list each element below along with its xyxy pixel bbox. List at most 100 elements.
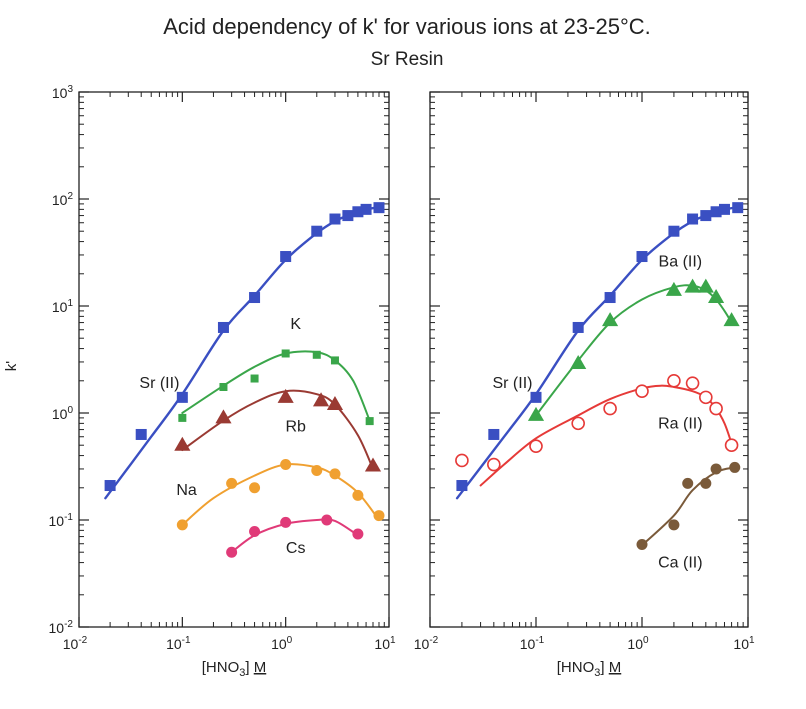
x-tick-label: 101: [374, 635, 396, 652]
data-point: [603, 401, 617, 416]
series-k: [178, 349, 374, 426]
x-axis-label: [HNO3] M: [202, 659, 266, 679]
chart-subtitle: Sr Resin: [371, 49, 444, 70]
data-point: [527, 406, 545, 421]
series-label: Ba (II): [659, 254, 703, 271]
data-point: [724, 438, 739, 453]
data-point: [312, 392, 330, 407]
data-point: [281, 349, 290, 358]
series-label: Sr (II): [492, 375, 532, 392]
x-tick-exponent: 0: [643, 635, 649, 646]
series-label: Cs: [286, 540, 306, 557]
series-sr-ii: [104, 202, 385, 500]
x-tick-exponent: 1: [749, 635, 755, 646]
x-tick-exponent: -1: [182, 635, 191, 646]
x-axis-label-unit: M: [254, 659, 267, 676]
data-point: [571, 416, 585, 431]
series-ra-ii: [455, 373, 739, 487]
data-point: [352, 528, 364, 540]
x-tick-label: 10-1: [166, 635, 191, 652]
data-point: [685, 376, 700, 390]
data-point: [699, 390, 713, 405]
x-tick-exponent: -2: [78, 635, 87, 646]
fit-curve: [535, 284, 733, 417]
data-point: [311, 225, 323, 237]
x-tick-base: 10: [374, 636, 390, 652]
x-tick-exponent: 1: [390, 635, 396, 646]
x-axis-label: [HNO3] M: [557, 659, 621, 679]
x-tick-label: 101: [733, 635, 755, 652]
y-tick-base: 10: [49, 513, 65, 529]
data-point: [729, 461, 741, 473]
x-tick-label: 10-2: [63, 635, 88, 652]
data-point: [277, 388, 294, 403]
data-point: [700, 210, 712, 222]
data-point: [217, 321, 229, 333]
y-tick-exponent: 0: [67, 405, 73, 416]
y-tick-label: 103: [52, 84, 74, 101]
plot-frame: [429, 91, 749, 628]
data-point: [330, 356, 339, 365]
data-point: [732, 202, 744, 214]
y-tick-base: 10: [52, 85, 68, 101]
x-tick-base: 10: [166, 636, 182, 652]
series-label: Na: [176, 482, 197, 499]
data-point: [604, 292, 616, 304]
x-tick-base: 10: [63, 636, 79, 652]
series-na: [176, 459, 385, 531]
data-point: [682, 477, 694, 489]
data-point: [226, 477, 238, 489]
data-point: [280, 516, 292, 528]
data-point: [249, 526, 261, 538]
data-point: [668, 225, 680, 237]
y-tick-label: 10-1: [49, 512, 74, 529]
data-point: [311, 465, 323, 477]
data-point: [636, 539, 648, 551]
y-tick-base: 10: [52, 299, 68, 315]
x-tick-base: 10: [414, 636, 430, 652]
data-point: [176, 519, 188, 531]
y-tick-exponent: 2: [67, 191, 73, 202]
data-point: [215, 409, 232, 424]
x-tick-base: 10: [271, 636, 287, 652]
x-tick-base: 10: [520, 636, 536, 652]
series-rb: [174, 388, 382, 472]
series-label: Ra (II): [658, 415, 702, 432]
data-point: [635, 384, 649, 398]
data-point: [280, 251, 292, 263]
data-point: [373, 510, 385, 522]
data-point: [455, 453, 469, 468]
series-ca-ii: [636, 461, 741, 551]
data-point: [530, 391, 542, 403]
x-tick-exponent: 0: [287, 635, 293, 646]
y-tick-exponent: 3: [67, 84, 73, 95]
data-point: [104, 480, 116, 492]
y-tick-base: 10: [52, 192, 68, 208]
data-point: [352, 206, 364, 218]
data-point: [326, 396, 344, 411]
data-point: [352, 489, 364, 501]
data-point: [178, 413, 187, 422]
data-point: [219, 382, 228, 391]
data-point: [665, 281, 682, 296]
x-axis-label-unit: M: [609, 659, 622, 676]
data-point: [373, 202, 385, 214]
y-tick-exponent: -1: [64, 512, 73, 523]
data-point: [687, 213, 699, 225]
data-point: [572, 321, 584, 333]
series-cs: [226, 514, 364, 558]
x-tick-label: 10-2: [414, 635, 439, 652]
data-point: [529, 439, 543, 453]
data-point: [710, 206, 722, 218]
series-sr-ii: [455, 202, 744, 500]
data-point: [488, 428, 500, 440]
x-axis-label-subscript: 3: [239, 667, 245, 679]
data-point: [135, 428, 147, 440]
x-axis-label-suffix: ]: [600, 659, 608, 676]
panel-2: 10-2 10-1 100 101[HNO3] MBa (II)Sr (II)Ra (…: [414, 91, 755, 679]
data-point: [667, 373, 681, 388]
data-point: [708, 289, 725, 304]
series-label: Rb: [285, 418, 306, 435]
x-tick-base: 10: [627, 636, 643, 652]
data-point: [700, 477, 712, 489]
